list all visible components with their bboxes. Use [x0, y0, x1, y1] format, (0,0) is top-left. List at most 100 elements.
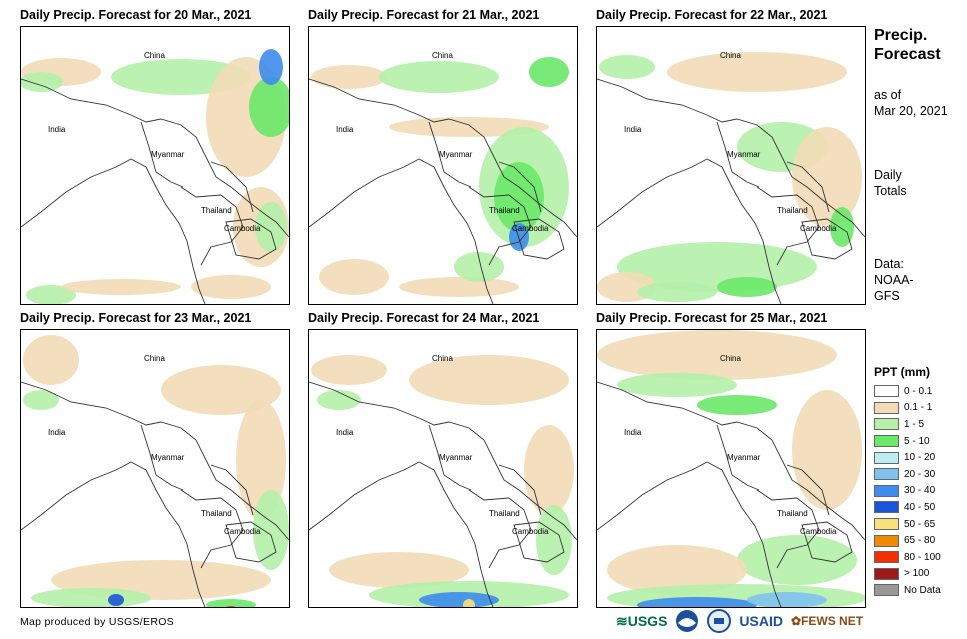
legend-swatch: [874, 418, 899, 431]
panel-title: Daily Precip. Forecast for 20 Mar., 2021: [20, 8, 252, 22]
legend-label: 20 - 30: [904, 468, 936, 480]
precip-area: [524, 425, 574, 515]
legend-item: 0 - 0.1: [874, 383, 941, 400]
legend-swatch: [874, 584, 899, 597]
daily-line2: Totals: [874, 184, 907, 198]
precip-area: [249, 77, 289, 137]
map-svg: China India Myanmar Thailand Cambodia: [597, 51, 865, 304]
precip-area: [23, 390, 59, 410]
side-title: Precip. Forecast: [874, 26, 941, 64]
legend-label: 65 - 80: [904, 535, 936, 547]
map-label-thailand: Thailand: [489, 206, 520, 215]
map-label-myanmar: Myanmar: [439, 453, 473, 462]
border-line: [498, 161, 542, 213]
legend-label: 80 - 100: [904, 551, 941, 563]
border-line: [309, 158, 494, 304]
daily-totals-note: Daily Totals: [874, 167, 907, 199]
precip-area: [617, 242, 817, 292]
precip-area: [319, 259, 389, 295]
legend-swatch: [874, 435, 899, 448]
precip-area: [667, 52, 847, 92]
precip-area: [494, 162, 544, 232]
legend-item: No Data: [874, 582, 941, 599]
panel-title: Daily Precip. Forecast for 25 Mar., 2021: [596, 311, 828, 325]
precip-area: [236, 400, 286, 520]
border-line: [21, 158, 206, 304]
legend-label: > 100: [904, 568, 930, 580]
precip-area: [21, 72, 63, 92]
precip-area: [191, 275, 271, 299]
precip-area: [226, 606, 236, 607]
as-of-line1: as of: [874, 88, 902, 102]
map-label-china: China: [720, 51, 741, 60]
noaa-logo-icon: [676, 610, 699, 632]
precip-area: [717, 277, 777, 297]
border-line: [786, 161, 830, 213]
legend-item: 65 - 80: [874, 532, 941, 549]
precip-area: [607, 545, 747, 595]
legend-swatch: [874, 484, 899, 497]
map-label-thailand: Thailand: [777, 206, 808, 215]
legend-item: 0.1 - 1: [874, 400, 941, 417]
precip-area: [61, 279, 181, 295]
border-line: [21, 381, 289, 541]
map-frame: China India Myanmar Thailand Cambodia: [20, 26, 290, 305]
border-line: [140, 121, 184, 188]
border-line: [597, 158, 782, 304]
map-label-china: China: [144, 354, 165, 363]
legend-swatch: [874, 401, 899, 414]
legend-label: 40 - 50: [904, 501, 936, 513]
daily-line1: Daily: [874, 168, 902, 182]
border-line: [716, 121, 760, 188]
border-line: [597, 461, 782, 607]
legend-item: 40 - 50: [874, 499, 941, 516]
border-line: [309, 78, 577, 238]
precip-area: [597, 330, 837, 380]
precip-area: [697, 395, 777, 415]
precip-area: [737, 535, 857, 585]
precip-area: [536, 505, 572, 575]
map-frame: China India Myanmar Thailand Cambodia: [308, 329, 578, 608]
map-frame: China India Myanmar Thailand Cambodia: [308, 26, 578, 305]
legend-label: 30 - 40: [904, 485, 936, 497]
legend-label: 50 - 65: [904, 518, 936, 530]
border-line: [180, 489, 244, 569]
border-line: [756, 489, 820, 569]
legend-label: 10 - 20: [904, 452, 936, 464]
legend-swatch: [874, 551, 899, 564]
map-label-cambodia: Cambodia: [224, 224, 261, 233]
precip-area: [255, 202, 287, 252]
map-label-thailand: Thailand: [489, 509, 520, 518]
precip-area: [792, 390, 862, 510]
map-label-thailand: Thailand: [201, 206, 232, 215]
legend-item: 20 - 30: [874, 466, 941, 483]
panel-title: Daily Precip. Forecast for 21 Mar., 2021: [308, 8, 540, 22]
precip-area: [259, 49, 283, 85]
border-line: [801, 218, 853, 260]
map-frame: China India Myanmar Thailand Cambodia: [596, 26, 866, 305]
precip-area: [253, 490, 289, 570]
map-label-myanmar: Myanmar: [727, 150, 761, 159]
precip-area: [747, 592, 827, 607]
precip-area: [792, 127, 862, 227]
as-of-date: as of Mar 20, 2021: [874, 87, 948, 119]
map-label-myanmar: Myanmar: [727, 453, 761, 462]
map-svg: China India Myanmar Thailand Cambodia: [21, 335, 289, 607]
legend-item: 5 - 10: [874, 433, 941, 450]
border-line: [716, 424, 760, 491]
border-line: [180, 186, 244, 266]
map-label-india: India: [624, 428, 642, 437]
border-line: [468, 489, 532, 569]
panel-title: Daily Precip. Forecast for 24 Mar., 2021: [308, 311, 540, 325]
map-svg: China India Myanmar Thailand Cambodia: [309, 51, 577, 304]
border-line: [801, 521, 853, 563]
fews-net-logo: ✿FEWS NET: [790, 614, 864, 628]
map-label-thailand: Thailand: [777, 509, 808, 518]
map-label-china: China: [720, 354, 741, 363]
legend-swatch: [874, 385, 899, 398]
border-line: [786, 464, 830, 516]
map-label-cambodia: Cambodia: [800, 527, 837, 536]
map-svg: China India Myanmar Thailand Cambodia: [309, 354, 577, 607]
map-label-thailand: Thailand: [201, 509, 232, 518]
legend-swatch: [874, 567, 899, 580]
